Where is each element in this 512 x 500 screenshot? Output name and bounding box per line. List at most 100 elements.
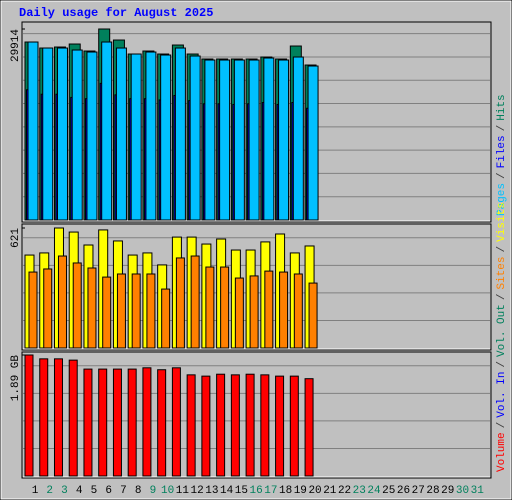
bar <box>68 359 78 477</box>
legend-separator: / <box>496 361 508 368</box>
bar <box>201 375 211 477</box>
bar <box>146 273 156 349</box>
x-tick-label: 7 <box>120 485 127 497</box>
bar <box>98 368 108 477</box>
bar <box>189 55 201 221</box>
bar <box>245 373 255 477</box>
x-tick-label: 30 <box>456 485 469 497</box>
bar <box>53 358 63 477</box>
x-tick-label: 28 <box>426 485 439 497</box>
bar <box>279 271 289 349</box>
legend-separator: / <box>496 172 508 179</box>
legend-entry: Pages <box>496 183 508 216</box>
bar <box>157 369 167 477</box>
bar <box>72 262 82 349</box>
bar <box>87 267 97 349</box>
bar <box>263 57 275 221</box>
x-tick-label: 21 <box>323 485 337 497</box>
legend: Pages / Files / Hits <box>496 94 508 216</box>
legend: Volume / Vol. In / Vol. Out / Sites / Visits <box>496 202 508 472</box>
legend-separator: / <box>496 422 508 429</box>
bar <box>131 273 141 349</box>
bar <box>86 51 98 221</box>
x-tick-label: 26 <box>397 485 410 497</box>
bar <box>186 374 196 477</box>
bar <box>175 257 185 349</box>
x-tick-label: 20 <box>308 485 321 497</box>
bar <box>307 65 319 221</box>
x-tick-label: 8 <box>135 485 142 497</box>
x-tick-label: 23 <box>353 485 366 497</box>
bar <box>248 59 260 221</box>
legend-entry: Volume <box>496 432 508 472</box>
x-tick-label: 2 <box>46 485 53 497</box>
bar <box>275 375 285 477</box>
legend-entry: Vol. In <box>496 372 508 418</box>
bar <box>216 373 226 477</box>
bar <box>190 255 200 349</box>
x-tick-label: 11 <box>176 485 190 497</box>
x-tick-label: 5 <box>91 485 98 497</box>
x-tick-label: 12 <box>191 485 204 497</box>
bar <box>57 255 67 349</box>
bar <box>101 41 113 221</box>
x-tick-label: 3 <box>61 485 68 497</box>
x-tick-label: 24 <box>367 485 381 497</box>
legend-separator: / <box>496 294 508 301</box>
bar <box>24 354 34 477</box>
bar <box>230 374 240 477</box>
x-tick-label: 27 <box>412 485 425 497</box>
x-tick-label: 15 <box>235 485 248 497</box>
x-tick-label: 13 <box>205 485 218 497</box>
bar <box>43 268 53 349</box>
y-tick-label: 29914 <box>10 29 22 62</box>
x-tick-label: 16 <box>249 485 262 497</box>
bar <box>205 266 215 349</box>
legend-separator: / <box>496 246 508 253</box>
bar <box>83 368 93 477</box>
bar <box>28 271 38 349</box>
bar <box>171 367 181 477</box>
bar <box>112 368 122 477</box>
bar <box>278 59 290 221</box>
x-tick-label: 1 <box>32 485 39 497</box>
bar <box>115 47 127 221</box>
legend-entry: Hits <box>496 94 508 120</box>
bar <box>160 54 172 221</box>
legend-separator: / <box>496 125 508 132</box>
bar <box>233 59 245 221</box>
x-tick-label: 6 <box>105 485 112 497</box>
x-tick-label: 14 <box>220 485 234 497</box>
bar <box>116 273 126 349</box>
bar <box>264 270 274 349</box>
bar <box>204 59 216 221</box>
x-tick-label: 9 <box>150 485 157 497</box>
bar <box>39 358 49 477</box>
x-tick-label: 19 <box>294 485 307 497</box>
legend-entry: Sites <box>496 257 508 290</box>
bar <box>308 282 318 349</box>
legend-entry: Files <box>496 135 508 168</box>
x-tick-label: 17 <box>264 485 277 497</box>
x-tick-label: 4 <box>76 485 83 497</box>
x-tick-label: 31 <box>471 485 485 497</box>
bar <box>174 47 186 221</box>
bar <box>56 47 68 221</box>
bar <box>219 59 231 221</box>
bar <box>292 56 304 221</box>
bar <box>161 288 171 349</box>
bar <box>260 374 270 477</box>
x-tick-label: 25 <box>382 485 395 497</box>
bar <box>27 41 39 221</box>
y-tick-label: 621 <box>10 228 22 248</box>
bar <box>142 367 152 477</box>
bar <box>71 49 83 221</box>
bar <box>145 51 157 221</box>
bar <box>304 378 314 477</box>
x-tick-label: 10 <box>161 485 174 497</box>
bar <box>102 276 112 349</box>
bar <box>234 277 244 349</box>
